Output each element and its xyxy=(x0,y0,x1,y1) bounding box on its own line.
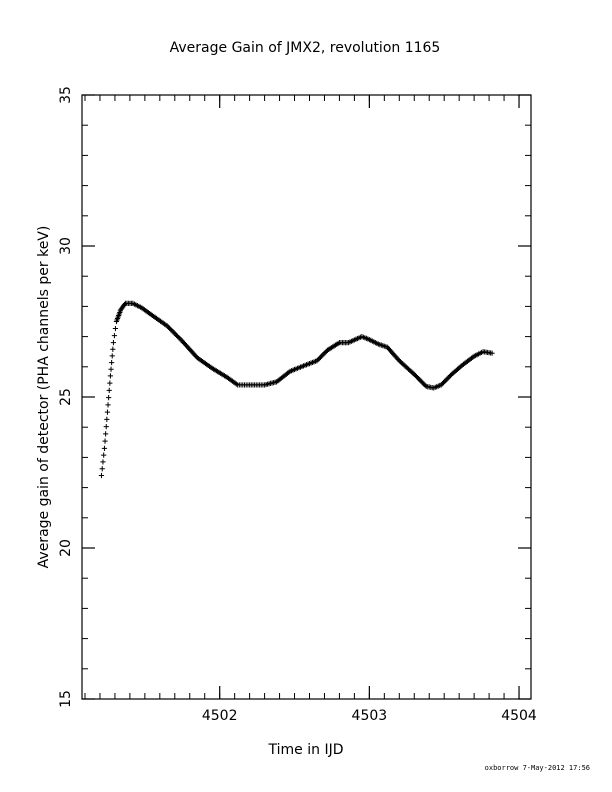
data-point xyxy=(489,350,495,356)
y-tick-label: 35 xyxy=(58,86,74,104)
data-point xyxy=(177,336,183,342)
y-tick-label: 30 xyxy=(58,237,74,255)
data-point xyxy=(314,358,320,364)
data-point xyxy=(106,387,112,393)
data-point xyxy=(106,395,112,401)
x-tick-label: 4502 xyxy=(202,708,238,724)
data-point xyxy=(107,380,113,386)
data-point xyxy=(101,452,107,458)
data-point xyxy=(110,346,116,352)
y-tick-label: 15 xyxy=(58,690,74,708)
data-point xyxy=(439,381,445,387)
data-point xyxy=(168,326,174,333)
data-point xyxy=(105,402,111,408)
data-point xyxy=(442,378,448,384)
data-point xyxy=(104,409,111,415)
data-point xyxy=(445,375,451,381)
data-point xyxy=(99,466,105,472)
data-point xyxy=(321,351,327,357)
data-point xyxy=(111,332,118,339)
x-tick-label: 4504 xyxy=(501,708,537,724)
tick-labels: 15 20 25 30 35 4502 4503 4504 xyxy=(58,86,537,724)
data-point xyxy=(319,353,325,359)
footer-credit: oxborrow 7-May-2012 17:56 xyxy=(484,764,590,772)
data-point xyxy=(176,335,182,341)
data-point xyxy=(104,416,110,422)
data-point xyxy=(108,366,114,372)
data-point xyxy=(169,328,175,334)
data-point xyxy=(109,353,115,359)
data-point xyxy=(173,332,180,338)
data-point xyxy=(102,438,108,444)
data-point xyxy=(443,377,449,383)
minor-ticks xyxy=(82,94,531,700)
x-axis-label: Time in IJD xyxy=(268,742,344,758)
x-tick-label: 4503 xyxy=(352,708,388,724)
data-point xyxy=(121,301,128,308)
data-point xyxy=(320,352,326,358)
data-point xyxy=(109,359,115,366)
data-point xyxy=(172,331,178,337)
y-tick-label: 25 xyxy=(58,388,74,406)
data-point xyxy=(167,325,173,331)
data-point xyxy=(171,330,177,336)
data-point xyxy=(107,373,114,379)
data-point xyxy=(286,369,292,375)
data-point xyxy=(438,382,444,388)
major-ticks xyxy=(82,94,531,700)
data-point xyxy=(110,340,117,346)
chart-title: Average Gain of JMX2, revolution 1165 xyxy=(170,40,441,56)
data-point xyxy=(165,324,172,330)
data-point xyxy=(316,355,322,362)
data-point xyxy=(315,356,321,363)
data-point xyxy=(317,354,324,360)
data-point xyxy=(175,333,181,340)
y-axis-label: Average gain of detector (PHA channels p… xyxy=(36,226,52,569)
data-point xyxy=(103,431,109,437)
data-point xyxy=(100,459,106,465)
data-point xyxy=(170,329,176,335)
data-point xyxy=(164,323,170,329)
data-point xyxy=(98,472,105,479)
plot-frame xyxy=(81,94,532,700)
data-point xyxy=(103,423,109,430)
data-points xyxy=(98,300,495,479)
data-point xyxy=(112,325,119,332)
data-point xyxy=(322,349,328,356)
y-tick-label: 20 xyxy=(58,539,74,557)
data-point xyxy=(440,379,447,386)
data-point xyxy=(101,445,108,451)
data-point xyxy=(446,374,452,380)
data-point xyxy=(444,376,450,382)
